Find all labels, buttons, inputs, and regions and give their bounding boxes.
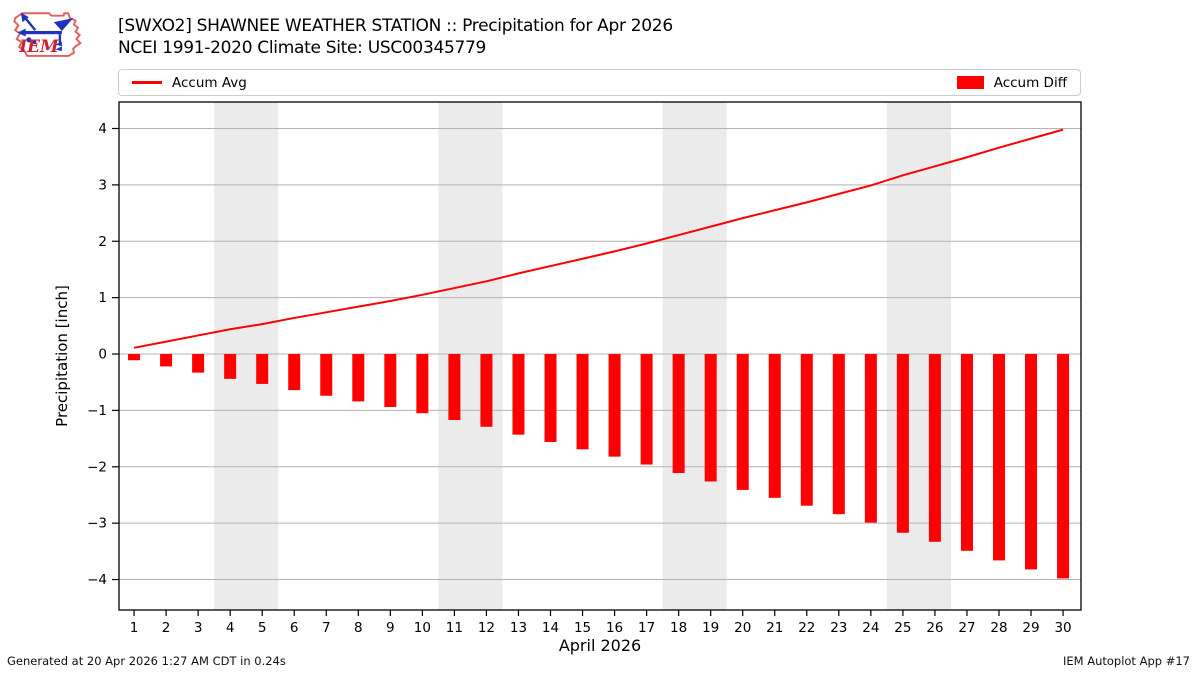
logo-wordmark: IEM xyxy=(18,36,60,56)
y-tick-label: −1 xyxy=(87,403,107,419)
x-tick-label: 7 xyxy=(322,620,331,636)
chart-title: [SWXO2] SHAWNEE WEATHER STATION :: Preci… xyxy=(118,16,673,36)
iem-logo: IEM xyxy=(8,6,90,64)
accum-diff-bar xyxy=(448,354,461,420)
accum-diff-bar xyxy=(864,354,877,523)
accum-diff-bar xyxy=(384,354,397,408)
accum-diff-bar xyxy=(960,354,973,551)
y-tick-label: −3 xyxy=(87,516,107,532)
y-tick-label: 3 xyxy=(98,177,107,193)
x-tick-label: 11 xyxy=(446,620,463,636)
x-tick-label: 30 xyxy=(1054,620,1071,636)
accum-diff-bar xyxy=(256,354,269,384)
x-tick-label: 17 xyxy=(638,620,655,636)
accum-diff-bar xyxy=(320,354,333,396)
accum-avg-line xyxy=(133,128,1064,349)
x-tick-label: 27 xyxy=(958,620,975,636)
x-tick-label: 18 xyxy=(670,620,687,636)
x-tick-label: 22 xyxy=(798,620,815,636)
wind-vane-icon xyxy=(17,12,74,52)
x-tick-label: 21 xyxy=(766,620,783,636)
x-tick-label: 25 xyxy=(894,620,911,636)
x-tick-label: 5 xyxy=(258,620,267,636)
plot-frame xyxy=(118,101,1082,611)
accum-diff-bar xyxy=(768,354,781,498)
x-tick-label: 10 xyxy=(414,620,431,636)
x-tick-label: 23 xyxy=(830,620,847,636)
accum-diff-bar xyxy=(640,354,653,465)
legend-label-accum-avg: Accum Avg xyxy=(172,74,247,91)
legend: Accum Avg Accum Diff xyxy=(118,69,1081,96)
iem-logo-icon: IEM xyxy=(13,12,82,57)
accum-diff-bar xyxy=(736,354,749,490)
weekend-band xyxy=(438,102,503,610)
x-tick-label: 20 xyxy=(734,620,751,636)
accum-diff-bar xyxy=(416,354,429,414)
x-tick-label: 24 xyxy=(862,620,879,636)
accum-diff-bar xyxy=(800,354,813,506)
accum-diff-bar xyxy=(512,354,525,435)
app-credit: IEM Autoplot App #17 xyxy=(1062,654,1190,668)
x-tick-label: 19 xyxy=(702,620,719,636)
x-tick-label: 14 xyxy=(542,620,559,636)
accum-diff-bar xyxy=(576,354,589,450)
line-swatch-icon xyxy=(132,81,162,84)
accum-diff-bar xyxy=(672,354,685,473)
accum-diff-bar xyxy=(704,354,717,482)
legend-item-accum-avg: Accum Avg xyxy=(132,75,247,91)
accum-diff-bar xyxy=(544,354,557,442)
x-tick-label: 28 xyxy=(990,620,1007,636)
chart-subtitle: NCEI 1991-2020 Climate Site: USC00345779 xyxy=(118,38,487,58)
x-tick-label: 6 xyxy=(290,620,299,636)
x-tick-label: 29 xyxy=(1022,620,1039,636)
accum-diff-bar xyxy=(1057,354,1070,579)
y-tick-label: 4 xyxy=(98,121,107,137)
y-tick-label: 0 xyxy=(98,347,107,363)
x-tick-label: 3 xyxy=(194,620,203,636)
accum-diff-bar xyxy=(224,354,237,379)
accum-diff-bar xyxy=(288,354,301,391)
x-tick-label: 1 xyxy=(130,620,139,636)
weekend-band xyxy=(214,102,279,610)
x-tick-label: 26 xyxy=(926,620,943,636)
x-tick-label: 13 xyxy=(510,620,527,636)
bar-swatch-icon xyxy=(956,76,984,89)
y-tick-label: 1 xyxy=(98,290,107,306)
accum-diff-bar xyxy=(160,354,173,367)
accum-diff-bar xyxy=(896,354,909,533)
accum-diff-bar xyxy=(832,354,845,515)
x-tick-label: 16 xyxy=(606,620,623,636)
accum-diff-bar xyxy=(1025,354,1038,570)
x-tick-label: 9 xyxy=(386,620,395,636)
accum-diff-bar xyxy=(480,354,493,427)
x-tick-label: 15 xyxy=(574,620,591,636)
accum-diff-bar xyxy=(128,354,141,361)
y-tick-label: −4 xyxy=(87,572,107,588)
legend-label-accum-diff: Accum Diff xyxy=(993,74,1067,91)
x-tick-label: 4 xyxy=(226,620,235,636)
x-tick-label: 2 xyxy=(162,620,171,636)
weekend-band xyxy=(662,102,727,610)
accum-diff-bar xyxy=(928,354,941,542)
x-tick-label: 12 xyxy=(478,620,495,636)
legend-item-accum-diff: Accum Diff xyxy=(956,74,1067,91)
generated-timestamp: Generated at 20 Apr 2026 1:27 AM CDT in … xyxy=(7,654,286,668)
accum-diff-bar xyxy=(608,354,621,457)
accum-diff-bar xyxy=(192,354,205,373)
y-tick-label: −2 xyxy=(87,459,107,475)
x-tick-label: 8 xyxy=(354,620,363,636)
y-axis-title: Precipitation [inch] xyxy=(53,285,71,427)
x-axis-title: April 2026 xyxy=(558,636,642,655)
y-tick-label: 2 xyxy=(98,234,107,250)
accum-diff-bar xyxy=(992,354,1005,561)
accum-diff-bar xyxy=(352,354,365,402)
